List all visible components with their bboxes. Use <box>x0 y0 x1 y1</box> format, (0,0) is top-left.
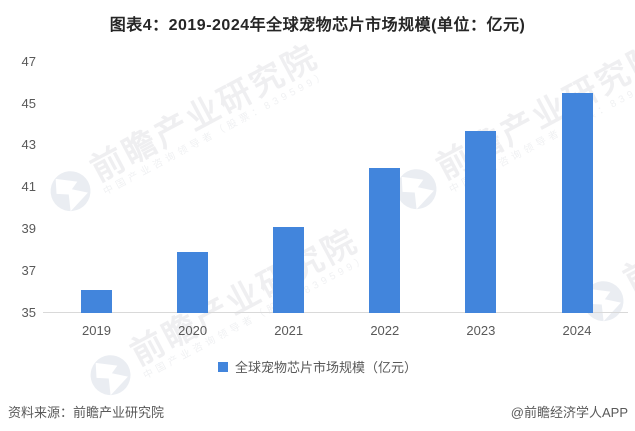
y-tick-label-35: 35 <box>21 305 36 320</box>
bar-2022 <box>369 168 401 313</box>
y-tick-label-47: 47 <box>21 53 36 69</box>
legend: 全球宠物芯片市场规模（亿元） <box>0 357 635 376</box>
bar-2021 <box>273 227 305 313</box>
x-tick-label-2022: 2022 <box>370 323 400 338</box>
x-tick-label-2024: 2024 <box>562 323 592 338</box>
x-tick-label-2023: 2023 <box>466 323 496 338</box>
legend-label: 全球宠物芯片市场规模（亿元） <box>234 360 417 375</box>
legend-marker-swatch <box>217 361 228 372</box>
bar-2020 <box>177 252 209 313</box>
x-axis-line <box>43 312 628 313</box>
bar-2024 <box>561 93 593 313</box>
x-tick-label-2021: 2021 <box>274 323 304 338</box>
y-tick-label-37: 37 <box>21 263 36 279</box>
credit-text: @前瞻经济学人APP <box>510 405 628 420</box>
bar-2023 <box>465 130 497 313</box>
x-tick-label-2019: 2019 <box>82 323 111 338</box>
y-tick-label-45: 45 <box>21 95 36 111</box>
y-tick-label-39: 39 <box>21 221 36 237</box>
y-tick-label-43: 43 <box>21 137 36 153</box>
x-tick-label-2020: 2020 <box>178 323 208 338</box>
y-tick-label-41: 41 <box>21 179 36 195</box>
chart-title: 图表4：2019-2024年全球宠物芯片市场规模(单位：亿元) <box>109 17 526 34</box>
bar-2019 <box>81 289 112 313</box>
data-source-text: 资料来源：前瞻产业研究院 <box>8 405 165 420</box>
